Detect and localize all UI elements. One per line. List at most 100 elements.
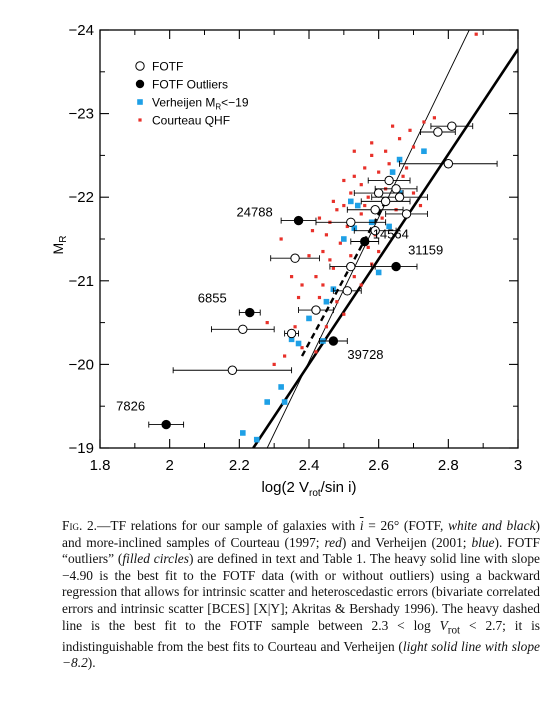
outlier-label: 31159 — [408, 243, 443, 258]
verheijen-point — [386, 223, 392, 230]
courteau-point — [377, 170, 381, 174]
legend-label: Courteau QHF — [152, 114, 230, 128]
fotf-point — [394, 192, 405, 202]
legend-marker-outlier — [135, 79, 145, 89]
courteau-point — [408, 128, 412, 132]
x-tick-label: 2.4 — [299, 457, 320, 474]
legend-marker-verheijen — [137, 99, 143, 105]
fotf-point — [370, 225, 380, 236]
courteau-point — [370, 153, 374, 157]
courteau-point — [328, 258, 332, 262]
y-tick-label: −24 — [69, 22, 94, 39]
caption-emphasis: V — [439, 617, 448, 633]
outlier-point — [391, 261, 401, 272]
y-axis-label: MR — [50, 236, 69, 255]
legend-label-sub: R — [215, 103, 221, 112]
fotf-point — [346, 217, 356, 227]
y-tick-label: −22 — [69, 189, 94, 206]
x-tick-label: 2 — [165, 457, 173, 474]
legend-marker-courteau — [138, 118, 142, 122]
caption-emphasis: light solid line with slope −8.2 — [62, 638, 540, 671]
data-points — [148, 32, 498, 443]
fotf-point — [346, 261, 356, 272]
legend-label: Verheijen MR<−19 — [152, 96, 249, 112]
courteau-point — [397, 137, 402, 141]
fotf-point — [290, 253, 300, 263]
courteau-point — [279, 237, 283, 241]
fotf-point — [311, 305, 321, 315]
outlier-label: 6855 — [198, 291, 227, 306]
verheijen-point — [421, 148, 427, 155]
courteau-point — [265, 321, 269, 325]
caption-part: ) and more-inclined samples of Courteau … — [62, 518, 540, 550]
courteau-point — [300, 283, 304, 287]
verheijen-point — [240, 430, 246, 436]
courteau-point — [335, 208, 339, 212]
courteau-point — [342, 203, 346, 208]
courteau-point — [411, 145, 416, 149]
outlier-point — [328, 336, 339, 346]
courteau-point — [324, 325, 329, 329]
y-tick-label: −20 — [69, 356, 94, 373]
caption-emphasis: red — [324, 534, 342, 550]
caption-part: —TF relations for our sample of galaxies… — [97, 518, 360, 533]
caption-emphasis: white and black — [448, 518, 536, 533]
legend-label-tail: <−19 — [221, 96, 249, 110]
verheijen-point — [288, 336, 295, 343]
courteau-point — [411, 191, 416, 195]
outlier-label: 7826 — [116, 399, 145, 414]
plot-frame — [99, 29, 519, 449]
courteau-point — [432, 116, 436, 120]
verheijen-point — [253, 436, 260, 443]
x-tick-label: 2.2 — [229, 457, 250, 474]
courteau-point — [317, 295, 322, 300]
courteau-point — [363, 166, 367, 170]
courteau-point — [289, 275, 294, 279]
outlier-point — [293, 215, 304, 226]
outlier-label: 14564 — [373, 227, 409, 242]
courteau-point — [387, 162, 391, 166]
courteau-point — [283, 354, 287, 358]
tully-fisher-chart: 1.8 2 2.2 2.4 2.6 2.8 3 −19 −20 −21 −22 −23 −24 2478… — [50, 22, 522, 499]
courteau-point — [349, 191, 353, 195]
legend-label-text: FOTF Outliers — [152, 78, 228, 92]
courteau-point — [391, 124, 395, 128]
courteau-point — [366, 195, 370, 199]
caption-emphasis: filled circles — [122, 551, 189, 567]
courteau-point — [296, 295, 301, 300]
courteau-point — [345, 224, 349, 229]
caption-emphasis: blue — [471, 534, 495, 550]
courteau-point — [359, 183, 363, 187]
fotf-point — [433, 127, 443, 137]
legend-label-text: FOTF — [152, 60, 183, 74]
verheijen-point — [348, 198, 354, 205]
verheijen-point — [323, 298, 330, 305]
verheijen-point — [278, 384, 284, 390]
courteau-point — [307, 254, 311, 258]
courteau-point — [342, 312, 346, 316]
courteau-point — [401, 174, 405, 178]
legend-label-text: Verheijen M — [152, 96, 215, 110]
verheijen-point — [264, 399, 270, 405]
courteau-point — [331, 266, 335, 270]
y-tick-label: −19 — [69, 440, 94, 457]
courteau-point — [349, 254, 353, 258]
outlier-label: 24788 — [237, 205, 273, 220]
courteau-point — [474, 32, 478, 36]
caption-part: ) are defined in text and Table 1. The h… — [62, 551, 540, 633]
verheijen-point — [341, 236, 347, 242]
courteau-point — [321, 283, 325, 287]
caption-part: ). — [87, 655, 96, 671]
courteau-point — [359, 212, 363, 216]
courteau-point — [363, 203, 367, 208]
x-tick-label: 2.8 — [438, 457, 459, 474]
fotf-point — [373, 188, 384, 198]
courteau-point — [342, 178, 346, 183]
verheijen-point — [354, 202, 361, 209]
courteau-point — [352, 149, 356, 153]
outlier-point — [360, 236, 370, 247]
y-tick-label: −23 — [69, 106, 94, 123]
fotf-point — [443, 159, 454, 169]
fotf-point — [370, 205, 380, 215]
